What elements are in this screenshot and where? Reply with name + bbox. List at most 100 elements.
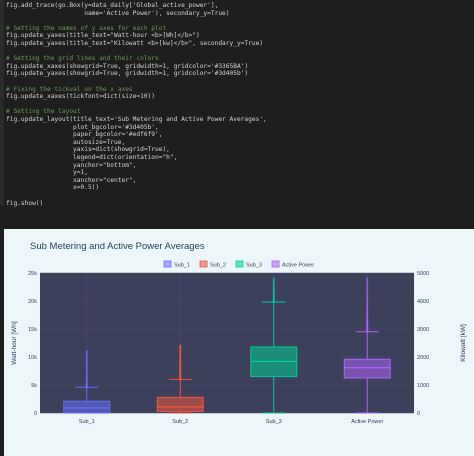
code-line: paper_bgcolor='#edf6f9', xyxy=(6,131,163,139)
code-line: xanchor="center", xyxy=(6,176,137,184)
y-axis-right: 0 1000 2000 3000 4000 5000 xyxy=(417,271,429,417)
outlier-point xyxy=(85,359,88,362)
code-comment-line: # Setting the layout xyxy=(6,108,81,116)
outlier-point xyxy=(366,304,369,307)
outlier-point xyxy=(366,286,369,289)
y-right-tick-label: 4000 xyxy=(417,299,429,305)
x-tick-label: Sub_1 xyxy=(79,419,95,425)
outlier-point xyxy=(366,315,369,318)
box-active-power[interactable] xyxy=(343,277,391,414)
outlier-point xyxy=(366,295,369,298)
legend-label: Active Power xyxy=(282,263,314,269)
code-line: autosize=True, xyxy=(6,138,126,146)
outlier-point xyxy=(272,289,275,292)
outlier-point xyxy=(272,283,275,286)
legend-swatch xyxy=(271,260,280,268)
box-sub_2[interactable] xyxy=(156,344,204,414)
y-right-tick-label: 1000 xyxy=(417,383,429,389)
code-line: fig.update_layout(title_text='Sub Meteri… xyxy=(6,116,267,123)
plot-svg[interactable]: Sub Metering and Active Power Averages S… xyxy=(4,229,474,456)
legend-label: Sub_3 xyxy=(246,263,262,269)
outlier-point xyxy=(272,291,275,294)
outlier-point xyxy=(366,313,369,316)
y-right-tick-label: 0 xyxy=(417,411,420,417)
legend-item[interactable]: Sub_2 xyxy=(199,260,226,269)
outlier-point xyxy=(366,290,369,293)
box-iqr xyxy=(63,400,111,414)
y-axis-right-title: Kilowatt [kW] xyxy=(460,324,467,362)
legend-swatch xyxy=(199,260,208,268)
y-right-tick-label: 2000 xyxy=(417,355,429,361)
outlier-point xyxy=(366,283,369,286)
outlier-point xyxy=(85,369,88,372)
outlier-point xyxy=(366,302,369,305)
y-left-tick-label: 5k xyxy=(31,383,37,389)
outlier-point xyxy=(366,293,369,296)
legend-item[interactable]: Active Power xyxy=(271,260,314,269)
y-axis-left-title: Watt-hour [Wh] xyxy=(11,321,18,365)
code-line: x=0.5)) xyxy=(6,184,100,192)
code-line: fig.update_yaxes(showgrid=True, gridwidt… xyxy=(6,70,249,78)
legend-swatch xyxy=(163,260,172,268)
outlier-point xyxy=(272,277,275,280)
outlier-point xyxy=(85,350,88,353)
outlier-point xyxy=(85,370,88,373)
outlier-point xyxy=(272,288,275,291)
outlier-point xyxy=(366,311,369,314)
outlier-point xyxy=(85,352,88,355)
plot-figure[interactable]: Sub Metering and Active Power Averages S… xyxy=(4,229,474,456)
outlier-point xyxy=(272,281,275,284)
outlier-point xyxy=(85,356,88,359)
legend-item[interactable]: Sub_3 xyxy=(235,260,262,269)
legend-swatch xyxy=(235,260,244,268)
box-sub_1[interactable] xyxy=(63,350,111,414)
outlier-point xyxy=(272,285,275,288)
legend-label: Sub_2 xyxy=(210,263,226,269)
outlier-point xyxy=(366,297,369,300)
code-line: name='Active Power'), secondary_y=True) xyxy=(6,9,230,17)
code-line: plot_bgcolor='#3d405b', xyxy=(6,123,159,131)
plot-area[interactable] xyxy=(40,273,414,413)
outlier-point xyxy=(85,361,88,364)
code-line: legend=dict(orientation="h", xyxy=(6,154,178,161)
outlier-point xyxy=(366,312,369,315)
outlier-point xyxy=(85,366,88,369)
y-left-tick-label: 25k xyxy=(28,271,37,277)
box-iqr xyxy=(343,358,391,379)
legend-item[interactable]: Sub_1 xyxy=(163,260,190,269)
x-axis: Sub_1 Sub_2 Sub_3 Active Power xyxy=(79,419,384,425)
outlier-point xyxy=(366,292,369,295)
outlier-point xyxy=(272,292,275,295)
outlier-point xyxy=(366,299,369,302)
y-left-tick-label: 15k xyxy=(28,327,37,333)
outlier-point xyxy=(366,307,369,310)
x-tick-label: Sub_2 xyxy=(172,419,188,425)
outlier-point xyxy=(366,277,369,280)
legend[interactable]: Sub_1 Sub_2 Sub_3 Active Power xyxy=(163,260,314,269)
chart-title: Sub Metering and Active Power Averages xyxy=(30,241,205,252)
x-tick-label: Active Power xyxy=(351,419,383,425)
x-tick-label: Sub_3 xyxy=(266,419,282,425)
outlier-point xyxy=(179,344,182,347)
box-sub_3[interactable] xyxy=(250,277,298,414)
legend-label: Sub_1 xyxy=(174,263,190,269)
outlier-point xyxy=(85,357,88,360)
outlier-point xyxy=(85,363,88,366)
outlier-point xyxy=(366,281,369,284)
y-left-tick-label: 10k xyxy=(28,355,37,361)
code-line: fig.add_trace(go.Box(y=data_daily['Globa… xyxy=(6,2,219,9)
y-right-tick-label: 3000 xyxy=(417,327,429,333)
outlier-point xyxy=(366,309,369,312)
code-cell[interactable]: fig.add_trace(go.Box(y=data_daily['Globa… xyxy=(0,0,474,207)
outlier-point xyxy=(85,364,88,367)
outlier-point xyxy=(85,372,88,375)
outlier-point xyxy=(272,279,275,282)
code-line: fig.update_xaxes(showgrid=True, gridwidt… xyxy=(6,62,249,70)
outlier-point xyxy=(366,306,369,309)
outlier-point xyxy=(366,279,369,282)
outlier-point xyxy=(366,288,369,291)
outlier-point xyxy=(85,368,88,371)
outlier-point xyxy=(85,354,88,357)
code-line: fig.show() xyxy=(6,199,44,207)
code-line: yaxis=dict(showgrid=True), xyxy=(6,146,170,154)
